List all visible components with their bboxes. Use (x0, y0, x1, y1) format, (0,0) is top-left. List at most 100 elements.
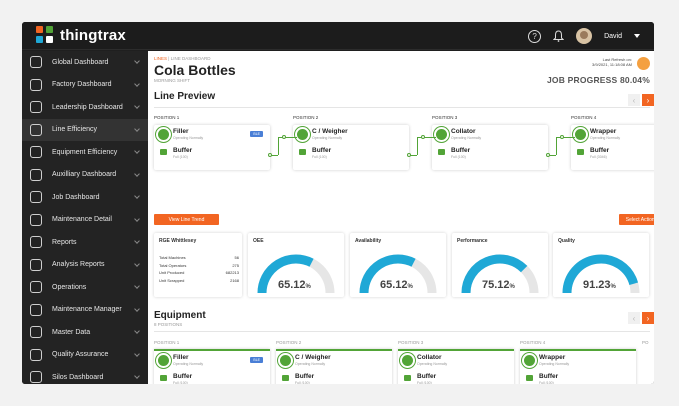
sidebar-item[interactable]: Reports (22, 231, 148, 254)
gauge-card[interactable]: Availability 65.12% (350, 233, 446, 297)
chevron-down-icon[interactable] (134, 238, 140, 244)
stat-value: 275 (232, 262, 239, 268)
sidebar-item[interactable]: Job Dashboard (22, 186, 148, 209)
machine-name: Collator (451, 128, 476, 135)
buffer-status: Full (100) (312, 155, 327, 159)
buffer-status: Full (100) (173, 381, 188, 384)
machine-card[interactable]: Filler Operating Normally BLE Buffer Full (1… (154, 349, 270, 384)
gear-icon (280, 355, 291, 366)
view-line-trend-button[interactable]: View Line Trend (154, 214, 219, 225)
refresh-status-indicator[interactable] (637, 57, 650, 70)
chevron-down-icon[interactable] (134, 260, 140, 267)
machine-card[interactable]: Wrapper Operating Normally Buffer Full (304… (571, 125, 654, 170)
gauge-chart (257, 254, 335, 294)
bars-icon (30, 236, 42, 249)
machine-card[interactable]: Filler Operating Normally BLE Buffer Full (1… (154, 125, 270, 170)
machine-name: Filler (173, 128, 189, 135)
gear-icon (436, 129, 447, 140)
buffer-name: Buffer (312, 147, 332, 154)
ble-badge: BLE (250, 131, 263, 137)
sidebar-item[interactable]: Auxilliary Dashboard (22, 164, 148, 187)
chevron-down-icon[interactable] (134, 328, 140, 334)
connector-node (546, 153, 550, 157)
ble-badge: BLE (250, 357, 263, 363)
machine-card[interactable]: Collator Operating Normally Buffer Full (10… (432, 125, 548, 170)
sidebar-item[interactable]: Maintenance Manager (22, 299, 148, 322)
machine-name: C / Weigher (312, 128, 348, 135)
machine-card[interactable]: Wrapper Operating Normally Buffer Full (100… (520, 349, 636, 384)
chevron-down-icon[interactable] (134, 58, 140, 64)
user-name[interactable]: David (604, 32, 622, 40)
logo[interactable]: thingtrax (36, 26, 126, 44)
chevron-down-icon[interactable] (134, 148, 140, 154)
check-icon (30, 348, 42, 361)
equipment-prev-button[interactable]: ‹ (628, 312, 640, 324)
line-preview-prev-button[interactable]: ‹ (628, 94, 640, 106)
buffer-name: Buffer (590, 147, 610, 154)
chevron-down-icon[interactable] (134, 170, 140, 177)
machine-status: Operating Normally (312, 136, 343, 140)
flow-connector (548, 155, 556, 156)
position-label: POSITION 3 (432, 115, 458, 120)
machine-card[interactable]: C / Weigher Operating Normally Buffer Full … (276, 349, 392, 384)
sidebar-item[interactable]: Leadership Dashboard (22, 96, 148, 119)
line-preview-next-button[interactable]: › (642, 94, 654, 106)
database-icon (30, 371, 42, 384)
select-actions-button[interactable]: Select Actions (619, 214, 654, 225)
flow-connector (416, 137, 436, 138)
chevron-down-icon[interactable] (134, 283, 140, 289)
gear-icon (575, 129, 586, 140)
flow-connector (277, 137, 279, 155)
sidebar-item-label: Auxilliary Dashboard (52, 171, 117, 179)
bell-icon[interactable] (552, 30, 565, 42)
gauge-card[interactable]: Quality 91.23% (553, 233, 649, 297)
machine-status: Operating Normally (173, 136, 204, 140)
chevron-down-icon[interactable] (134, 350, 140, 357)
sidebar-item[interactable]: Factory Dashboard (22, 74, 148, 97)
machine-status: Operating Normally (295, 362, 326, 366)
gauge-fill (562, 254, 639, 294)
connector-node (407, 153, 411, 157)
machine-card[interactable]: Collator Operating Normally Buffer Full (10… (398, 349, 514, 384)
app-name: thingtrax (60, 26, 126, 44)
buffer-name: Buffer (173, 373, 193, 380)
buffer-icon (526, 375, 533, 381)
sidebar-item[interactable]: Quality Assurance (22, 344, 148, 367)
sidebar-item[interactable]: Equipment Efficiency (22, 141, 148, 164)
machine-status: Operating Normally (590, 136, 621, 140)
equipment-next-button[interactable]: › (642, 312, 654, 324)
buffer-icon (577, 149, 584, 155)
help-icon[interactable]: ? (528, 29, 542, 43)
sidebar-item[interactable]: Maintenance Detail (22, 209, 148, 232)
gear-icon (158, 355, 169, 366)
equipment-title: Equipment (154, 310, 206, 321)
flow-connector (555, 137, 557, 155)
gauge-fill (257, 254, 314, 294)
machine-card[interactable]: C / Weigher Operating Normally Buffer Full … (293, 125, 409, 170)
analysis-icon (30, 258, 42, 271)
chevron-down-icon[interactable] (134, 373, 140, 379)
chevron-down-icon[interactable] (134, 193, 140, 199)
nodes-icon (30, 123, 42, 136)
position-label: POSITION 1 (154, 340, 180, 345)
sidebar-item[interactable]: Operations (22, 276, 148, 299)
chevron-down-icon[interactable] (134, 125, 140, 132)
avatar[interactable] (576, 28, 593, 44)
sidebar-item[interactable]: Global Dashboard (22, 51, 148, 74)
chevron-down-icon[interactable] (134, 103, 140, 109)
gauge-card[interactable]: OEE 65.12% (248, 233, 344, 297)
user-menu-chevron-icon[interactable] (634, 34, 640, 38)
sidebar-item[interactable]: Analysis Reports (22, 254, 148, 277)
top-bar: thingtrax ? David (22, 22, 654, 50)
sidebar-item[interactable]: Silos Dashboard (22, 366, 148, 384)
chevron-down-icon[interactable] (134, 80, 140, 87)
gauge-card[interactable]: Performance 75.12% (452, 233, 548, 297)
breadcrumb[interactable]: LINES | LINE DASHBOARD (154, 56, 211, 61)
sidebar-item-label: Factory Dashboard (52, 81, 112, 89)
sidebar-item[interactable]: Line Efficiency (22, 118, 148, 141)
chevron-down-icon[interactable] (134, 305, 140, 312)
sidebar-item[interactable]: Master Data (22, 321, 148, 344)
chevron-down-icon[interactable] (134, 215, 140, 222)
site-stats-card: RGE Whittlesey Total Machines 56 Total Ope… (154, 233, 242, 297)
flow-connector (277, 137, 297, 138)
